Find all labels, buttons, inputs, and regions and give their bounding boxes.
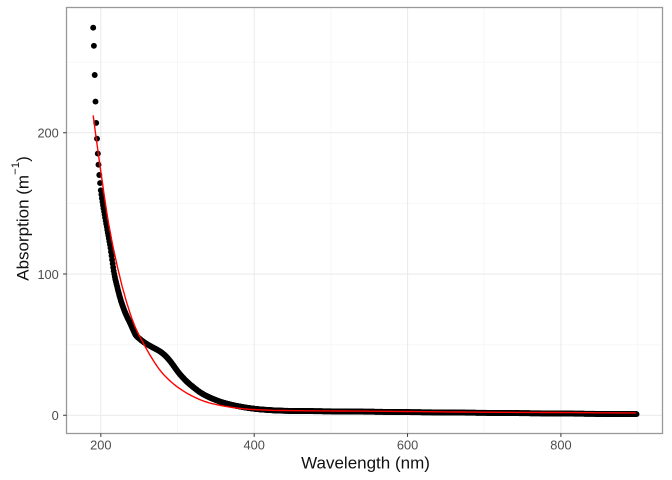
svg-text:100: 100 (37, 267, 58, 282)
svg-text:Absorption (m−1): Absorption (m−1) (10, 156, 32, 281)
svg-text:800: 800 (550, 438, 571, 453)
svg-text:0: 0 (52, 408, 59, 423)
svg-text:600: 600 (397, 438, 418, 453)
svg-text:400: 400 (244, 438, 265, 453)
svg-text:Wavelength (nm): Wavelength (nm) (301, 453, 430, 472)
svg-text:200: 200 (37, 126, 58, 141)
svg-text:200: 200 (90, 438, 111, 453)
